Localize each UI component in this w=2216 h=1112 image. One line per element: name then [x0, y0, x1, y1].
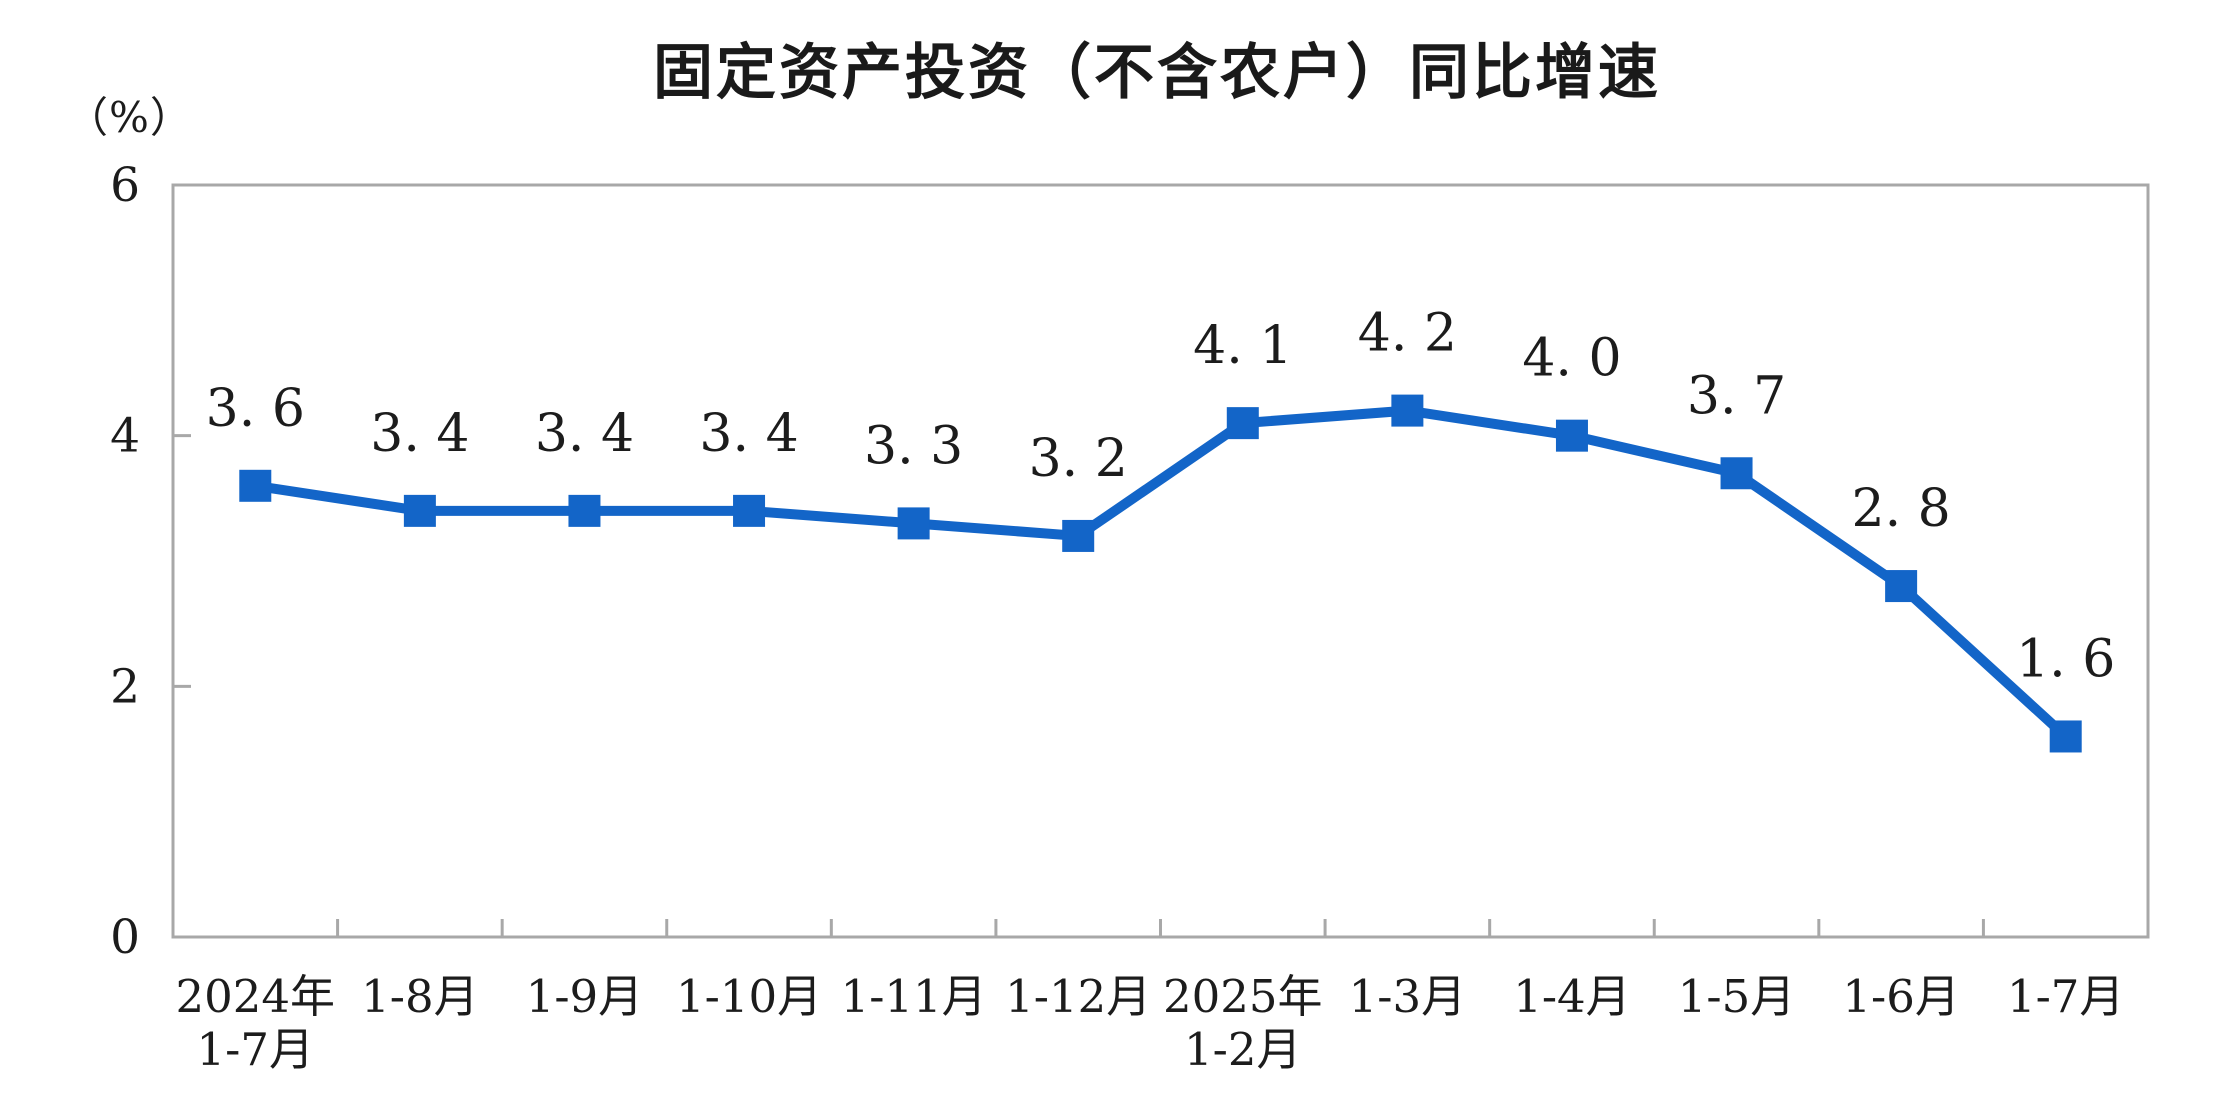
data-point-marker: [1885, 570, 1918, 603]
y-tick-label: 2: [110, 659, 140, 714]
x-tick-label: 1-2月: [1184, 1023, 1301, 1076]
x-tick-label: 1-12月: [1005, 970, 1151, 1023]
data-point-marker: [897, 507, 930, 540]
y-tick-label: 4: [110, 409, 140, 464]
data-point-label: 2. 8: [1852, 479, 1951, 539]
data-point-label: 3. 4: [370, 404, 469, 464]
data-point-marker: [1391, 394, 1424, 427]
data-point-marker: [1226, 407, 1259, 440]
series-line: [250, 405, 2071, 742]
data-point-marker: [403, 494, 436, 527]
x-tick-label: 1-3月: [1349, 970, 1466, 1023]
x-tick-label: 1-4月: [1513, 970, 1630, 1023]
x-tick-label: 1-9月: [526, 970, 643, 1023]
data-point-label: 3. 4: [535, 404, 634, 464]
y-tick-label: 6: [110, 158, 140, 213]
x-tick-label: 1-10月: [676, 970, 822, 1023]
data-point-marker: [1062, 519, 1095, 552]
x-tick-label: 1-7月: [197, 1023, 314, 1076]
x-tick-label: 1-6月: [1842, 970, 1959, 1023]
data-point-marker: [1720, 457, 1753, 490]
data-point-marker: [239, 469, 272, 502]
data-point-label: 4. 2: [1358, 304, 1457, 364]
data-point-label: 3. 4: [699, 404, 798, 464]
data-point-label: 3. 3: [864, 416, 963, 476]
x-tick-label: 2024年: [176, 970, 336, 1023]
data-point-label: 4. 1: [1193, 316, 1292, 376]
data-point-label: 3. 6: [206, 379, 305, 439]
data-point-marker: [1555, 419, 1588, 452]
data-point-marker: [733, 494, 766, 527]
y-tick-label: 0: [110, 910, 140, 965]
y-axis-unit-label: （%）: [66, 93, 193, 142]
data-point-marker: [568, 494, 601, 527]
x-tick-label: 1-11月: [841, 970, 987, 1023]
x-tick-label: 2025年: [1163, 970, 1323, 1023]
x-tick-label: 1-8月: [361, 970, 478, 1023]
data-point-label: 3. 2: [1029, 429, 1128, 489]
data-point-marker: [2049, 720, 2082, 753]
data-point-label: 3. 7: [1687, 366, 1786, 426]
plot-area-border: [171, 183, 2150, 939]
chart-title: 固定资产投资（不含农户）同比增速: [653, 39, 1661, 106]
x-tick-label: 1-5月: [1678, 970, 1795, 1023]
data-point-label: 4. 0: [1522, 329, 1621, 389]
data-point-label: 1. 6: [2016, 629, 2115, 689]
x-tick-label: 1-7月: [2007, 970, 2124, 1023]
